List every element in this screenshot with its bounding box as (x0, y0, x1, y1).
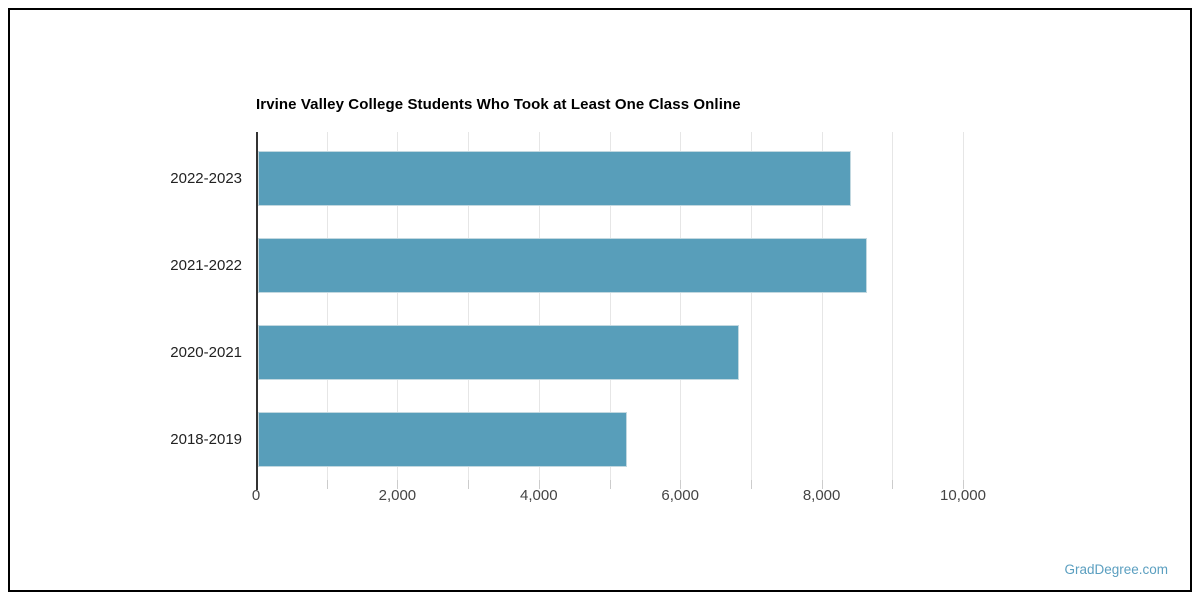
category-label: 2022-2023 (170, 169, 242, 187)
x-axis-tick (750, 480, 752, 489)
x-tick-label: 0 (251, 487, 261, 504)
x-axis-tick (892, 480, 894, 489)
x-axis-tick (468, 480, 470, 489)
y-axis-line (256, 132, 258, 490)
gridline (750, 132, 752, 480)
plot-area (256, 132, 1020, 490)
watermark-link[interactable]: GradDegree.com (1064, 562, 1168, 577)
x-axis-tick (680, 480, 682, 489)
gridline (892, 132, 894, 480)
bar[interactable] (258, 325, 739, 380)
x-axis-labels: 0 2,000 4,000 6,000 8,000 10,000 (252, 486, 1020, 506)
x-axis-tick (326, 480, 328, 489)
category-label: 2020-2021 (170, 343, 242, 361)
gridline (326, 132, 328, 480)
x-axis-tick (821, 480, 823, 489)
gridline (397, 132, 399, 480)
gridline (680, 132, 682, 480)
bar[interactable] (258, 412, 627, 467)
category-label: 2018-2019 (170, 430, 242, 448)
chart-frame: Irvine Valley College Students Who Took … (8, 8, 1192, 592)
gridline (538, 132, 540, 480)
x-axis-tick (538, 480, 540, 489)
x-tick-label: 4,000 (520, 487, 558, 504)
gridline (468, 132, 470, 480)
x-tick-label: 10,000 (940, 487, 986, 504)
x-tick-label: 8,000 (802, 487, 841, 504)
chart-title: Irvine Valley College Students Who Took … (256, 96, 741, 113)
x-axis-tick (963, 480, 964, 489)
gridline (609, 132, 611, 480)
x-axis-tick (609, 480, 611, 489)
x-tick-label: 6,000 (661, 487, 699, 504)
y-axis-labels: 2022-2023 2021-2022 2020-2021 2018-2019 (10, 132, 242, 480)
gridline (963, 132, 964, 480)
gridline (821, 132, 823, 480)
bar[interactable] (258, 238, 867, 293)
bar[interactable] (258, 151, 851, 206)
category-label: 2021-2022 (170, 256, 242, 274)
x-axis-tick (397, 480, 399, 489)
x-tick-label: 2,000 (378, 487, 417, 504)
